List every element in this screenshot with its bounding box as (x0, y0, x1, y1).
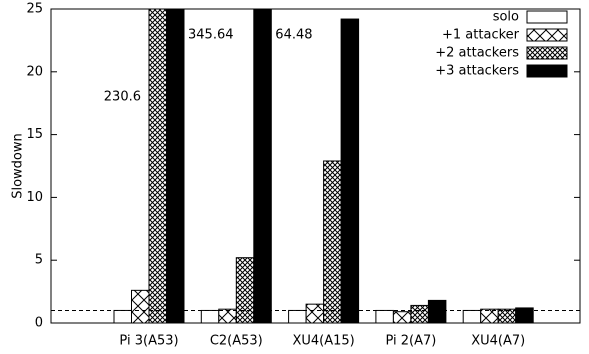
y-axis-label: Slowdown (11, 133, 26, 199)
legend-label: solo (493, 10, 519, 25)
bar (131, 289, 150, 323)
x-tick-label: XU4(A15) (292, 334, 354, 349)
legend-swatch (526, 10, 568, 24)
plot-border (50, 8, 581, 324)
legend-swatch (526, 28, 568, 42)
value-label: 64.48 (275, 28, 312, 43)
plot-area (113, 9, 534, 323)
bar (323, 160, 342, 323)
bar (218, 308, 237, 323)
legend-swatch (526, 64, 568, 78)
bar (427, 299, 447, 323)
value-label: 345.64 (188, 28, 234, 43)
bar (410, 304, 429, 323)
y-tick-label: 5 (35, 253, 43, 268)
y-tick-label: 15 (26, 127, 43, 142)
x-tick-label: Pi 3(A53) (119, 334, 178, 349)
legend-label: +3 attackers (435, 64, 519, 79)
value-label: 230.6 (104, 90, 141, 105)
bar (392, 311, 412, 323)
bar (113, 309, 132, 323)
bar (166, 9, 185, 323)
bar (148, 9, 167, 323)
bar (235, 257, 255, 323)
bar (480, 308, 499, 323)
y-tick-label: 20 (26, 64, 43, 79)
x-tick-label: Pi 2(A7) (385, 334, 436, 349)
y-tick-label: 10 (26, 190, 43, 205)
bar (200, 309, 220, 323)
bar (497, 308, 517, 323)
x-tick-label: XU4(A7) (471, 334, 525, 349)
bar (515, 307, 534, 323)
bar (305, 303, 325, 323)
bar (375, 309, 394, 323)
legend-swatch (526, 46, 568, 60)
legend-label: +2 attackers (435, 46, 519, 61)
bar (340, 18, 360, 323)
bar (462, 309, 482, 323)
y-tick-label: 0 (35, 316, 43, 331)
y-tick-label: 25 (26, 2, 43, 17)
bar (288, 309, 307, 323)
legend-label: +1 attacker (442, 28, 520, 43)
bar (253, 9, 272, 323)
x-tick-label: C2(A53) (210, 334, 263, 349)
